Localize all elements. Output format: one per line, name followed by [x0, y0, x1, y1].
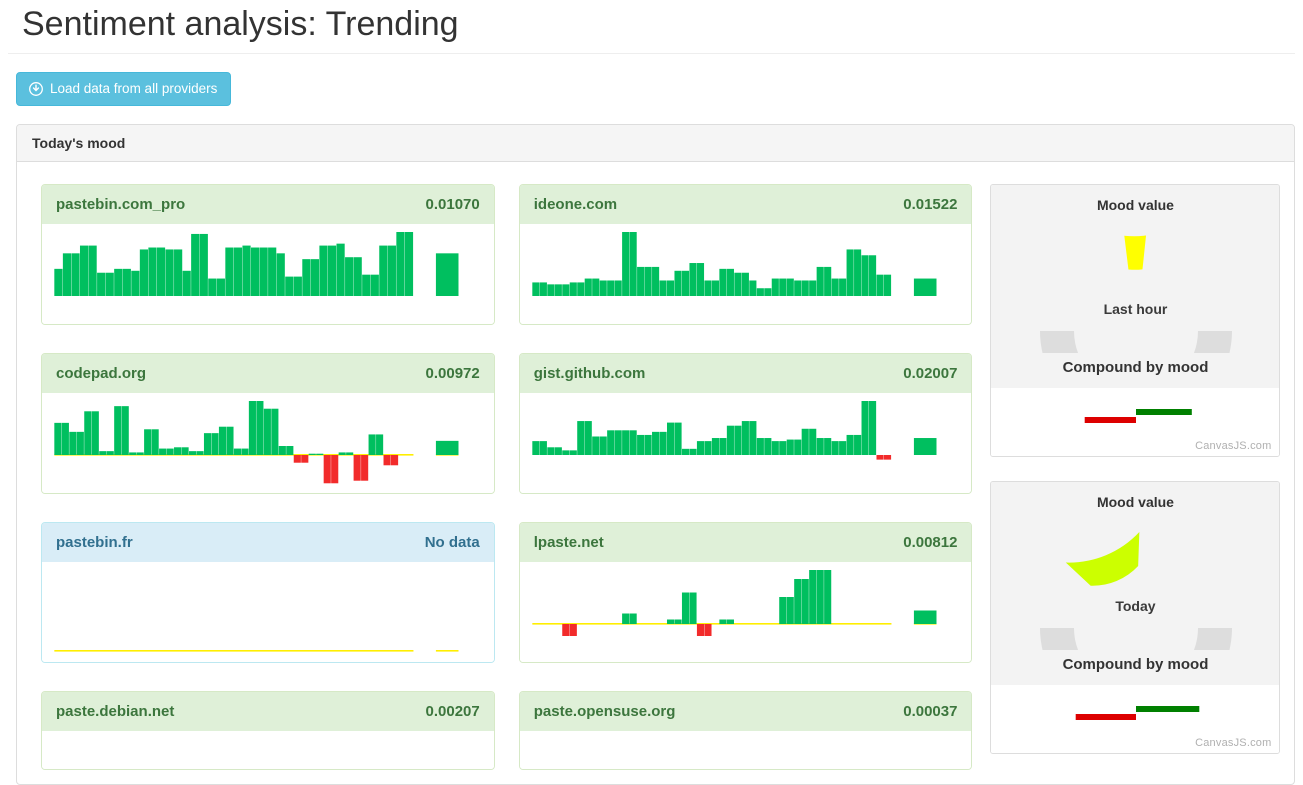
provider-value: 0.00207 — [425, 703, 480, 720]
provider-value: 0.01070 — [425, 196, 480, 213]
provider-value: 0.00037 — [903, 703, 958, 720]
mood-gauge-chart[interactable]: Last hour — [991, 213, 1279, 353]
provider-card[interactable]: pastebin.fr No data — [41, 522, 495, 663]
provider-card[interactable]: gist.github.com 0.02007 — [518, 353, 973, 494]
app-root: Sentiment analysis: Trending Load data f… — [8, 0, 1295, 785]
gauge-title: Mood value — [1096, 494, 1174, 510]
download-circle-icon — [29, 82, 43, 96]
sparkline — [520, 393, 972, 493]
provider-card[interactable]: codepad.org 0.00972 — [41, 353, 495, 494]
provider-cell: pastebin.fr No data — [29, 508, 507, 677]
load-data-button-label: Load data from all providers — [50, 81, 218, 97]
provider-value: 0.02007 — [903, 365, 958, 382]
load-data-button[interactable]: Load data from all providers — [16, 72, 232, 106]
provider-cell: ideone.com 0.01522 — [507, 170, 985, 339]
gauge-center-label: Today — [1115, 598, 1156, 614]
provider-sparkline-chart[interactable] — [42, 562, 494, 662]
provider-name: paste.opensuse.org — [533, 703, 676, 720]
provider-name: paste.debian.net — [56, 703, 175, 720]
provider-name: pastebin.fr — [56, 534, 133, 551]
provider-cell: pastebin.com_pro 0.01070 — [29, 170, 507, 339]
provider-sparkline-chart[interactable] — [42, 224, 494, 324]
provider-value: No data — [424, 534, 480, 551]
provider-card-header: pastebin.com_pro 0.01070 — [42, 185, 494, 224]
provider-card[interactable]: ideone.com 0.01522 — [518, 184, 973, 325]
provider-sparkline-chart[interactable] — [42, 731, 494, 769]
provider-card-header: paste.debian.net 0.00207 — [42, 692, 494, 731]
provider-card-header: pastebin.fr No data — [42, 523, 494, 562]
provider-card-header: codepad.org 0.00972 — [42, 354, 494, 393]
provider-value: 0.01522 — [903, 196, 958, 213]
compound-by-mood-chart[interactable]: CanvasJS.com — [991, 388, 1280, 456]
provider-card[interactable]: pastebin.com_pro 0.01070 — [41, 184, 495, 325]
provider-sparkline-chart[interactable] — [519, 731, 972, 769]
provider-name: gist.github.com — [533, 365, 646, 382]
gauge-center-label: Last hour — [1103, 301, 1168, 317]
provider-card[interactable]: paste.debian.net 0.00207 — [41, 691, 495, 770]
sparkline — [42, 393, 494, 493]
toolbar: Load data from all providers — [8, 54, 1295, 106]
sparkline — [42, 224, 494, 324]
provider-value: 0.00972 — [425, 365, 480, 382]
todays-mood-panel: Today's mood pastebin.com_pro 0.01070 ideo… — [16, 124, 1295, 785]
provider-sparkline-chart[interactable] — [519, 393, 972, 493]
gauge-top: Mood value Today Compound by mood — [991, 482, 1280, 685]
sparkline — [520, 562, 972, 662]
mood-gauge-chart[interactable]: Today — [991, 510, 1279, 650]
gauge-title: Mood value — [1096, 197, 1174, 213]
provider-card-header: paste.opensuse.org 0.00037 — [519, 692, 972, 731]
sparkline — [42, 562, 494, 662]
page-title: Sentiment analysis: Trending — [8, 0, 1295, 54]
provider-value: 0.00812 — [903, 534, 958, 551]
sparkline — [42, 731, 494, 769]
provider-grid: pastebin.com_pro 0.01070 ideone.com 0.01522… — [29, 170, 984, 784]
provider-cell: paste.opensuse.org 0.00037 — [507, 677, 985, 784]
provider-card-header: gist.github.com 0.02007 — [519, 354, 972, 393]
provider-name: pastebin.com_pro — [56, 196, 186, 213]
provider-cell: gist.github.com 0.02007 — [507, 339, 985, 508]
compound-by-mood-chart[interactable]: CanvasJS.com — [991, 685, 1280, 753]
panel-body: pastebin.com_pro 0.01070 ideone.com 0.01522… — [17, 162, 1294, 784]
provider-name: lpaste.net — [533, 534, 604, 551]
provider-sparkline-chart[interactable] — [42, 393, 494, 493]
gauge-top: Mood value Last hour Compound by mood — [991, 185, 1280, 388]
compound-title: Compound by mood — [991, 650, 1280, 685]
gauge-card: Mood value Today Compound by mood CanvasJS.… — [990, 481, 1281, 754]
provider-cell: lpaste.net 0.00812 — [507, 508, 985, 677]
provider-card[interactable]: lpaste.net 0.00812 — [518, 522, 973, 663]
provider-name: codepad.org — [56, 365, 147, 382]
sparkline — [520, 731, 972, 769]
canvasjs-credit[interactable]: CanvasJS.com — [1195, 737, 1272, 749]
provider-name: ideone.com — [533, 196, 618, 213]
provider-sparkline-chart[interactable] — [519, 224, 972, 324]
provider-cell: paste.debian.net 0.00207 — [29, 677, 507, 784]
gauge-column: Mood value Last hour Compound by mood Canva… — [984, 170, 1282, 784]
provider-cell: codepad.org 0.00972 — [29, 339, 507, 508]
provider-card-header: lpaste.net 0.00812 — [519, 523, 972, 562]
provider-card[interactable]: paste.opensuse.org 0.00037 — [518, 691, 973, 770]
sparkline — [520, 224, 972, 324]
canvasjs-credit[interactable]: CanvasJS.com — [1195, 440, 1272, 452]
provider-card-header: ideone.com 0.01522 — [519, 185, 972, 224]
gauge-card: Mood value Last hour Compound by mood Canva… — [990, 184, 1281, 457]
panel-heading: Today's mood — [17, 125, 1294, 162]
compound-title: Compound by mood — [991, 353, 1280, 388]
provider-sparkline-chart[interactable] — [519, 562, 972, 662]
